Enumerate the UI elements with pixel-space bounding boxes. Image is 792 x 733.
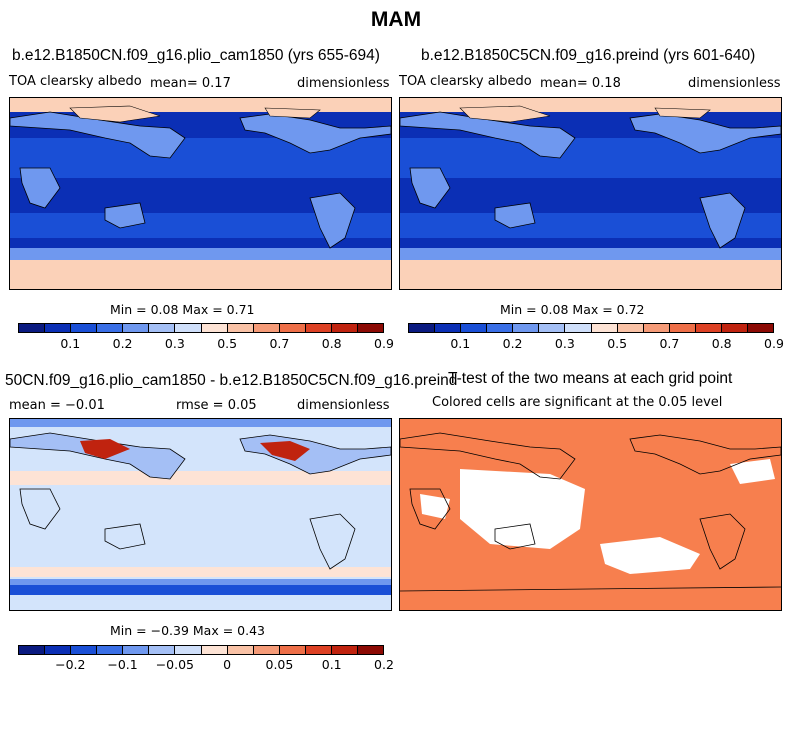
colorbar-swatch [461, 324, 488, 332]
panel-minmax: Min = 0.08 Max = 0.71 [110, 302, 255, 317]
panel-units-label: dimensionless [297, 398, 390, 413]
colorbar-tick-label: 0.1 [321, 657, 342, 672]
colorbar-tick-label: 0.5 [217, 336, 238, 351]
colorbar-tick-label: 0 [223, 657, 232, 672]
colorbar-tick-label: −0.1 [107, 657, 138, 672]
colorbar-swatch [19, 646, 46, 654]
colorbar-swatch [45, 646, 72, 654]
panel-ttest-note: Colored cells are significant at the 0.0… [432, 395, 723, 410]
colorbar-swatch [227, 324, 254, 332]
colorbar-swatch [513, 324, 540, 332]
colorbar-albedo-right [408, 323, 774, 333]
colorbar-swatch [71, 646, 98, 654]
colorbar-swatch [123, 324, 150, 332]
colorbar-tick-label: 0.05 [265, 657, 294, 672]
colorbar-tick-label: 0.2 [374, 657, 394, 672]
colorbar-tick-label: 0.7 [269, 336, 290, 351]
colorbar-tick-label: 0.9 [374, 336, 394, 351]
colorbar-swatch [721, 324, 749, 332]
colorbar-ticks-difference: −0.2 −0.1 −0.05 0 0.05 0.1 0.2 [18, 657, 394, 672]
colorbar-swatch [591, 324, 618, 332]
colorbar-swatch [331, 324, 359, 332]
colorbar-swatch [71, 324, 98, 332]
colorbar-swatch [358, 646, 384, 654]
colorbar-swatch [669, 324, 696, 332]
colorbar-tick-label: 0.2 [112, 336, 133, 351]
colorbar-swatch [149, 324, 176, 332]
colorbar-tick-label: 0.9 [764, 336, 784, 351]
colorbar-swatch [227, 646, 254, 654]
panel-units-label: dimensionless [297, 76, 390, 91]
panel-minmax: Min = −0.39 Max = 0.43 [110, 623, 265, 638]
colorbar-swatch [279, 324, 306, 332]
map-plio-albedo [9, 97, 392, 290]
colorbar-swatch [748, 324, 774, 332]
colorbar-swatch [149, 646, 176, 654]
colorbar-swatch [331, 646, 359, 654]
colorbar-swatch [305, 324, 332, 332]
colorbar-ticks-right: 0.1 0.2 0.3 0.5 0.7 0.8 0.9 [408, 336, 784, 351]
colorbar-swatch [565, 324, 592, 332]
colorbar-swatch [45, 324, 72, 332]
colorbar-tick-label: −0.2 [55, 657, 86, 672]
panel-mean-label: mean= 0.17 [150, 76, 231, 91]
colorbar-tick-label: 0.3 [164, 336, 185, 351]
panel-title-plio: b.e12.B1850CN.f09_g16.plio_cam1850 (yrs … [12, 47, 380, 64]
colorbar-swatch [487, 324, 514, 332]
colorbar-tick-label: 0.2 [502, 336, 523, 351]
colorbar-tick-label: −0.05 [155, 657, 194, 672]
colorbar-swatch [435, 324, 462, 332]
map-difference [9, 418, 392, 611]
map-preind-albedo [399, 97, 782, 290]
colorbar-swatch [175, 646, 202, 654]
panel-units-label: dimensionless [688, 76, 781, 91]
colorbar-tick-label: 0.8 [321, 336, 342, 351]
panel-title-ttest: T-test of the two means at each grid poi… [448, 370, 733, 387]
panel-title-preind: b.e12.B1850C5CN.f09_g16.preind (yrs 601-… [421, 47, 756, 64]
colorbar-albedo-left [18, 323, 384, 333]
colorbar-tick-label: 0.8 [711, 336, 732, 351]
colorbar-tick-label: 0.1 [60, 336, 81, 351]
colorbar-swatch [253, 646, 280, 654]
colorbar-tick-label: 0.7 [659, 336, 680, 351]
colorbar-tick-label: 0.5 [607, 336, 628, 351]
colorbar-swatch [358, 324, 384, 332]
panel-minmax: Min = 0.08 Max = 0.72 [500, 302, 645, 317]
colorbar-swatch [695, 324, 722, 332]
colorbar-tick-label: 0.1 [450, 336, 471, 351]
panel-variable-label: TOA clearsky albedo [9, 74, 142, 89]
colorbar-swatch [123, 646, 150, 654]
panel-mean-label: mean= 0.18 [540, 76, 621, 91]
colorbar-ticks-left: 0.1 0.2 0.3 0.5 0.7 0.8 0.9 [18, 336, 394, 351]
colorbar-swatch [279, 646, 306, 654]
colorbar-swatch [305, 646, 332, 654]
colorbar-swatch [97, 646, 124, 654]
colorbar-difference [18, 645, 384, 655]
panel-title-diff: 50CN.f09_g16.plio_cam1850 - b.e12.B1850C… [5, 372, 458, 389]
colorbar-swatch [201, 324, 228, 332]
colorbar-swatch [175, 324, 202, 332]
map-ttest-significance [399, 418, 782, 611]
colorbar-swatch [539, 324, 566, 332]
colorbar-swatch [643, 324, 670, 332]
colorbar-tick-label: 0.3 [554, 336, 575, 351]
colorbar-swatch [97, 324, 124, 332]
colorbar-swatch [409, 324, 436, 332]
panel-diff-rmse: rmse = 0.05 [176, 398, 257, 413]
panel-diff-mean: mean = −0.01 [9, 398, 105, 413]
figure-title: MAM [370, 8, 422, 31]
colorbar-swatch [201, 646, 228, 654]
colorbar-swatch [253, 324, 280, 332]
colorbar-swatch [19, 324, 46, 332]
colorbar-swatch [617, 324, 644, 332]
panel-variable-label: TOA clearsky albedo [399, 74, 532, 89]
